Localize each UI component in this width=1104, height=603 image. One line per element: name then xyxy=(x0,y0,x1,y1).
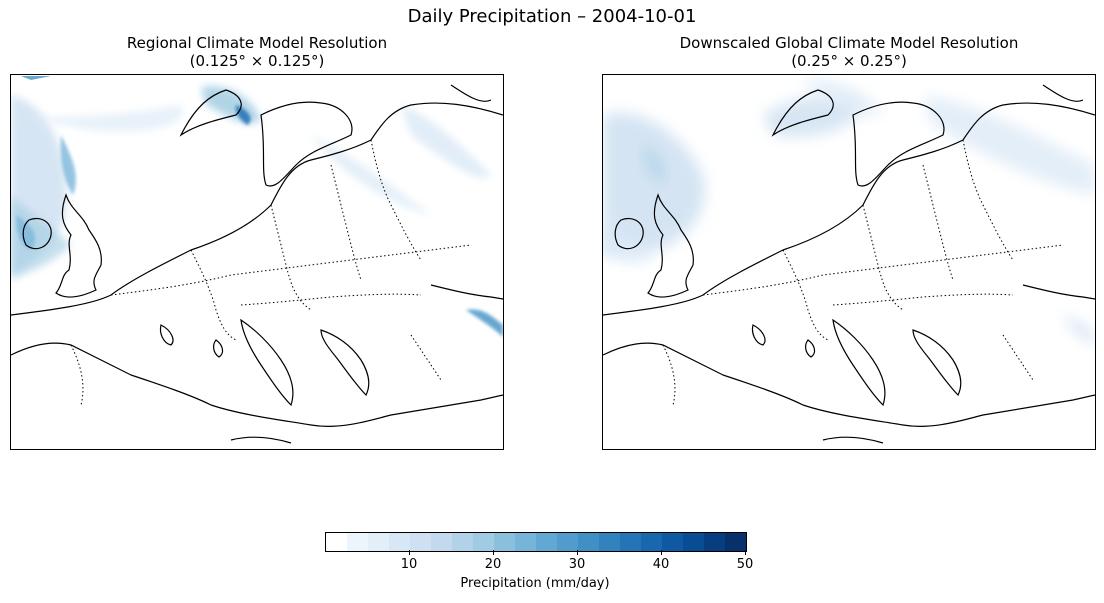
colorbar-bin xyxy=(620,533,642,551)
rcm-map-svg xyxy=(11,76,503,444)
figure-title: Daily Precipitation – 2004-10-01 xyxy=(407,6,697,27)
gcm-coastlines xyxy=(603,84,1095,444)
colorbar-bin xyxy=(578,533,600,551)
right-panel-title-line1: Downscaled Global Climate Model Resoluti… xyxy=(679,34,1019,52)
colorbar-bin xyxy=(368,533,390,551)
colorbar-tick-label: 10 xyxy=(400,557,418,572)
colorbar-tick-label: 50 xyxy=(736,557,754,572)
colorbar-tick-mark xyxy=(745,550,746,555)
colorbar-tick-mark xyxy=(409,550,410,555)
colorbar-tick-mark xyxy=(493,550,494,555)
colorbar-tick-label: 20 xyxy=(484,557,502,572)
colorbar-bin xyxy=(326,533,348,551)
gcm-downscaled-precipitation-map xyxy=(602,74,1096,450)
colorbar-bin xyxy=(515,533,537,551)
gcm-country-borders xyxy=(662,139,1064,406)
rcm-country-borders xyxy=(70,139,472,406)
gcm-map-svg xyxy=(603,79,1095,444)
colorbar-bin xyxy=(431,533,453,551)
colorbar-bin xyxy=(683,533,705,551)
colorbar-bin xyxy=(389,533,411,551)
colorbar-bin xyxy=(494,533,516,551)
colorbar-tick-label: 40 xyxy=(652,557,670,572)
left-panel-title-line2: (0.125° × 0.125°) xyxy=(189,52,325,70)
colorbar-bin xyxy=(347,533,369,551)
right-panel-title: Downscaled Global Climate Model Resoluti… xyxy=(602,34,1096,70)
colorbar-tick-mark xyxy=(577,550,578,555)
colorbar-tick-mark xyxy=(661,550,662,555)
colorbar-label: Precipitation (mm/day) xyxy=(460,576,610,591)
rcm-precipitation-map xyxy=(10,74,504,450)
colorbar-bin xyxy=(452,533,474,551)
colorbar-bin xyxy=(557,533,579,551)
colorbar-bin xyxy=(704,533,726,551)
left-panel-title: Regional Climate Model Resolution (0.125… xyxy=(10,34,504,70)
colorbar-bin xyxy=(725,533,746,551)
colorbar-bin xyxy=(410,533,432,551)
colorbar-bin xyxy=(599,533,621,551)
rcm-precipitation-field xyxy=(11,76,503,337)
gcm-precipitation-field xyxy=(603,79,1095,345)
colorbar-tick-label: 30 xyxy=(568,557,586,572)
colorbar-bin xyxy=(662,533,684,551)
colorbar-bin xyxy=(536,533,558,551)
colorbar xyxy=(325,532,747,552)
left-panel-title-line1: Regional Climate Model Resolution xyxy=(126,34,388,52)
colorbar-gradient xyxy=(326,533,746,551)
colorbar-bin xyxy=(473,533,495,551)
right-panel-title-line2: (0.25° × 0.25°) xyxy=(791,52,907,70)
colorbar-bin xyxy=(641,533,663,551)
